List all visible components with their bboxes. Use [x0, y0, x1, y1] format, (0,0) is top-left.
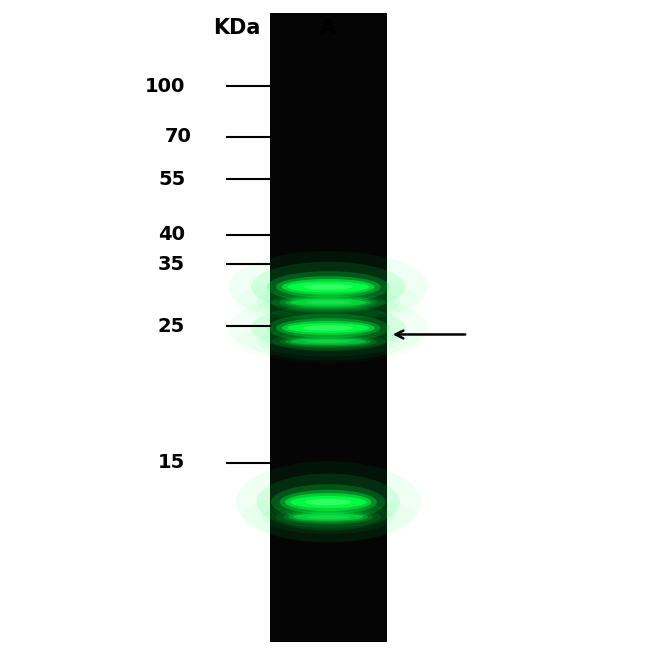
Text: 15: 15: [158, 453, 185, 473]
Ellipse shape: [228, 251, 428, 323]
Ellipse shape: [307, 515, 350, 519]
Ellipse shape: [305, 340, 352, 344]
Ellipse shape: [282, 321, 374, 335]
Ellipse shape: [290, 338, 367, 345]
Ellipse shape: [285, 493, 371, 511]
Text: 100: 100: [145, 76, 185, 96]
Ellipse shape: [305, 301, 352, 304]
Ellipse shape: [251, 261, 406, 312]
Ellipse shape: [289, 512, 368, 522]
Bar: [270, 13, 387, 642]
Ellipse shape: [276, 318, 381, 338]
Ellipse shape: [280, 335, 377, 348]
Ellipse shape: [276, 507, 381, 528]
Ellipse shape: [251, 305, 406, 351]
Ellipse shape: [235, 462, 421, 542]
Ellipse shape: [290, 299, 367, 306]
Ellipse shape: [266, 314, 390, 342]
Text: 25: 25: [158, 316, 185, 336]
Ellipse shape: [266, 271, 390, 303]
Text: 40: 40: [158, 225, 185, 244]
Text: 55: 55: [158, 170, 185, 189]
Ellipse shape: [256, 327, 400, 357]
Ellipse shape: [271, 484, 385, 520]
Ellipse shape: [305, 499, 352, 505]
Ellipse shape: [271, 333, 385, 351]
Text: A: A: [320, 18, 336, 38]
Ellipse shape: [287, 323, 369, 333]
Ellipse shape: [285, 337, 371, 346]
Ellipse shape: [280, 490, 377, 514]
Text: KDa: KDa: [214, 18, 261, 38]
Ellipse shape: [303, 325, 354, 331]
Ellipse shape: [256, 473, 400, 531]
Ellipse shape: [228, 295, 428, 361]
Ellipse shape: [285, 297, 371, 308]
Ellipse shape: [271, 292, 385, 314]
Ellipse shape: [280, 295, 377, 310]
Ellipse shape: [303, 284, 354, 289]
Ellipse shape: [282, 279, 374, 295]
Ellipse shape: [290, 496, 367, 508]
Ellipse shape: [287, 282, 369, 292]
Ellipse shape: [276, 276, 381, 297]
Ellipse shape: [293, 513, 363, 521]
Ellipse shape: [262, 500, 395, 534]
Text: 35: 35: [158, 254, 185, 274]
Text: 70: 70: [165, 127, 192, 147]
Ellipse shape: [256, 286, 400, 319]
Ellipse shape: [283, 510, 373, 524]
